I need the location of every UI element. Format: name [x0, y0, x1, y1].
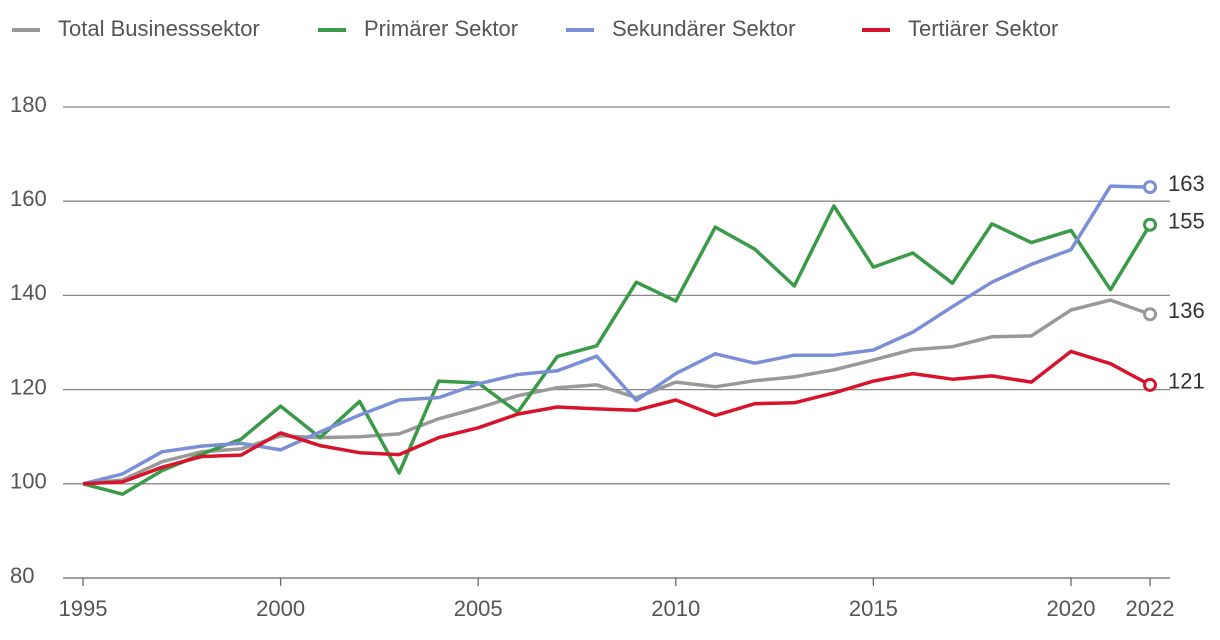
- y-tick-label: 180: [10, 92, 47, 117]
- legend-label: Sekundärer Sektor: [612, 16, 795, 41]
- series-line: [82, 298, 1151, 486]
- y-tick-label: 120: [10, 374, 47, 399]
- x-tick-label: 2022: [1126, 596, 1175, 621]
- x-tick-label: 2005: [454, 596, 503, 621]
- x-tick-label: 1995: [59, 596, 108, 621]
- y-tick-label: 100: [10, 469, 47, 494]
- x-tick-label: 2015: [849, 596, 898, 621]
- y-tick-label: 80: [10, 563, 34, 588]
- series-line: [82, 349, 1151, 486]
- end-label: 155: [1168, 209, 1205, 234]
- legend-label: Tertiärer Sektor: [908, 16, 1058, 41]
- x-tick-label: 2000: [256, 596, 305, 621]
- y-tick-label: 160: [10, 186, 47, 211]
- legend-label: Total Businesssektor: [58, 16, 260, 41]
- series-line: [82, 204, 1152, 496]
- x-tick-label: 2020: [1046, 596, 1095, 621]
- end-label: 163: [1168, 171, 1205, 196]
- end-marker: [1143, 377, 1157, 392]
- end-marker: [1143, 307, 1157, 322]
- end-marker: [1143, 180, 1157, 195]
- end-marker: [1143, 217, 1157, 232]
- end-label: 121: [1168, 369, 1205, 394]
- y-tick-label: 140: [10, 280, 47, 305]
- series-line: [82, 184, 1151, 486]
- end-label: 136: [1168, 298, 1205, 323]
- legend-label: Primärer Sektor: [364, 16, 518, 41]
- x-tick-label: 2010: [651, 596, 700, 621]
